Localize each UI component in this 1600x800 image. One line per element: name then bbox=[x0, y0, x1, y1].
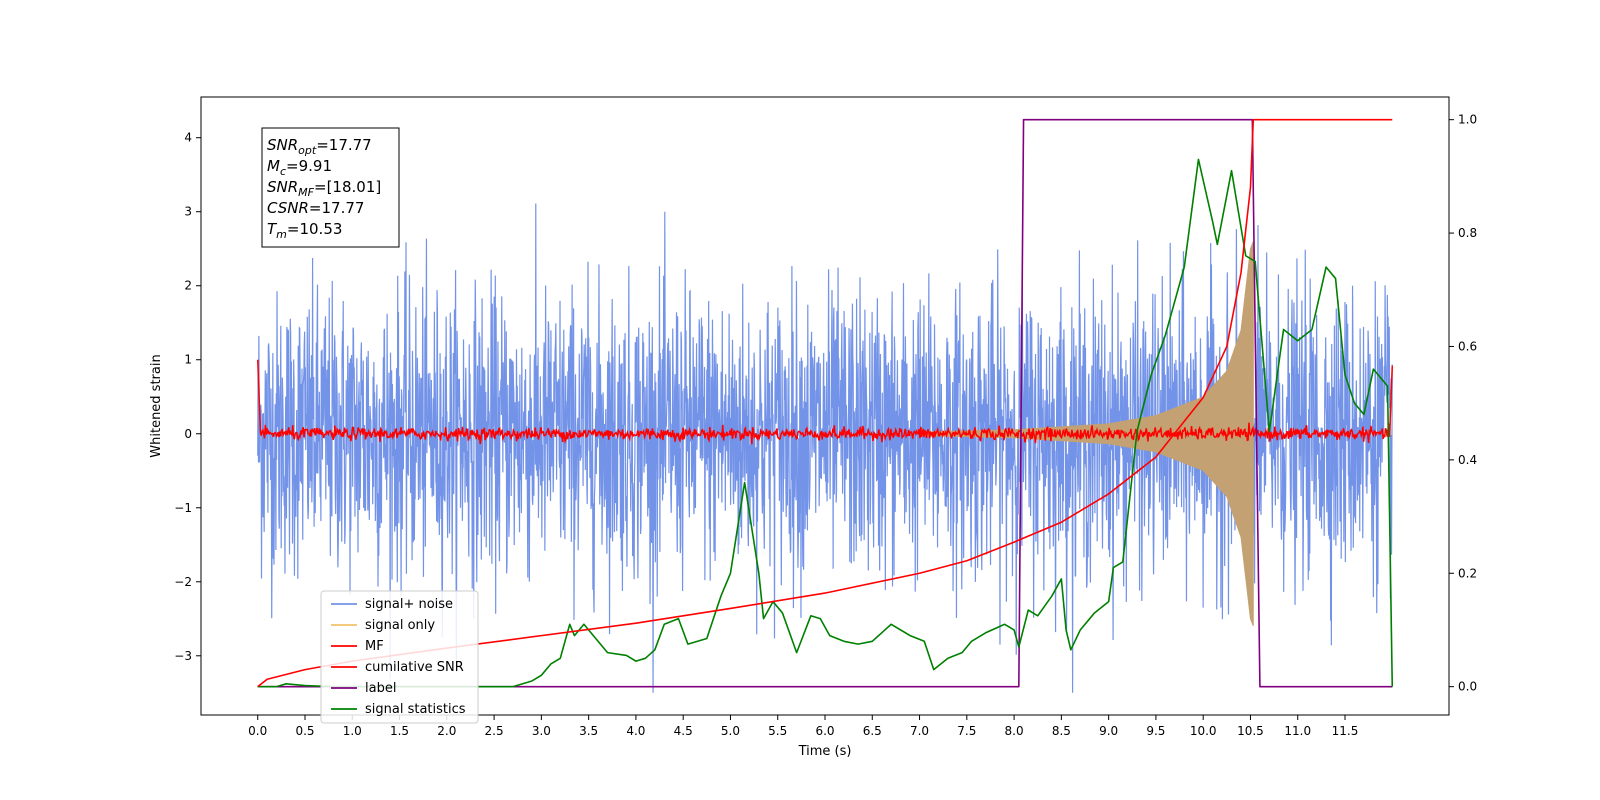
plot-area bbox=[256, 118, 1394, 693]
x-tick-label: 8.5 bbox=[1052, 724, 1071, 738]
x-tick-label: 10.0 bbox=[1190, 724, 1217, 738]
x-tick-label: 2.5 bbox=[485, 724, 504, 738]
x-tick-label: 1.0 bbox=[343, 724, 362, 738]
legend-label: label bbox=[365, 681, 396, 696]
y-tick-label-right: 1.0 bbox=[1458, 113, 1477, 127]
legend-label: MF bbox=[365, 639, 384, 654]
y-tick-label-right: 0.6 bbox=[1458, 339, 1477, 353]
y-tick-label-left: 4 bbox=[184, 131, 192, 145]
annotation-box: SNRopt=17.77Mc=9.91SNRMF=[18.01]CSNR=17.… bbox=[261, 127, 400, 248]
y-tick-label-right: 0.4 bbox=[1458, 453, 1477, 467]
y-tick-label-left: −2 bbox=[174, 575, 192, 589]
y-tick-label-left: 3 bbox=[184, 205, 192, 219]
x-tick-label: 11.0 bbox=[1284, 724, 1311, 738]
y-tick-label-left: 2 bbox=[184, 279, 192, 293]
y-tick-label-right: 0.0 bbox=[1458, 680, 1477, 694]
legend-label: signal statistics bbox=[365, 702, 466, 717]
x-tick-label: 10.5 bbox=[1237, 724, 1264, 738]
x-tick-label: 1.5 bbox=[390, 724, 409, 738]
series-label-line bbox=[257, 118, 1393, 688]
x-tick-label: 11.5 bbox=[1332, 724, 1359, 738]
x-tick-label: 8.0 bbox=[1005, 724, 1024, 738]
x-tick-label: 6.0 bbox=[815, 724, 834, 738]
x-tick-label: 4.0 bbox=[626, 724, 645, 738]
annotation-line: SNRMF=[18.01] bbox=[267, 178, 381, 199]
x-tick-label: 6.5 bbox=[863, 724, 882, 738]
x-tick-label: 3.5 bbox=[579, 724, 598, 738]
x-axis-label: Time (s) bbox=[798, 744, 852, 759]
y-tick-label-left: −3 bbox=[174, 649, 192, 663]
y-axis-label: Whitened strain bbox=[149, 354, 164, 457]
annotation-line: SNRopt=17.77 bbox=[267, 136, 372, 157]
annotation-frame bbox=[261, 127, 400, 248]
legend-frame bbox=[320, 590, 479, 724]
x-tick-label: 4.5 bbox=[674, 724, 693, 738]
series-signal-statistics-line bbox=[257, 158, 1394, 688]
y-tick-label-left: −1 bbox=[174, 501, 192, 515]
y-tick-label-right: 0.8 bbox=[1458, 226, 1477, 240]
x-tick-label: 9.5 bbox=[1146, 724, 1165, 738]
legend-label: signal+ noise bbox=[365, 597, 453, 612]
x-axis: 0.0 0.5 1.0 1.5 2.0 2.5 3.0 3.5 4.0 4.5 5.0 5.5 6.0 6… bbox=[248, 715, 1358, 738]
annotation-line: Tm=10.53 bbox=[267, 220, 342, 241]
x-tick-label: 9.0 bbox=[1099, 724, 1118, 738]
legend-label: signal only bbox=[365, 618, 435, 633]
y-axis-left: −3 −2 −1 0 1 2 3 4 bbox=[174, 131, 201, 663]
y-axis-right: 0.0 0.2 0.4 0.6 0.8 1.0 bbox=[1449, 113, 1477, 694]
y-tick-label-left: 0 bbox=[184, 427, 192, 441]
annotation-line: CSNR=17.77 bbox=[267, 199, 364, 217]
x-tick-label: 2.0 bbox=[437, 724, 456, 738]
series-signal-noise-line bbox=[257, 203, 1393, 693]
y-tick-label-left: 1 bbox=[184, 353, 192, 367]
x-tick-label: 7.0 bbox=[910, 724, 929, 738]
legend-label: cumilative SNR bbox=[365, 660, 464, 675]
x-tick-label: 0.0 bbox=[248, 724, 267, 738]
x-tick-label: 0.5 bbox=[295, 724, 314, 738]
x-tick-label: 5.0 bbox=[721, 724, 740, 738]
y-tick-label-right: 0.2 bbox=[1458, 566, 1477, 580]
x-tick-label: 5.5 bbox=[768, 724, 787, 738]
series-mf-line bbox=[256, 359, 1394, 445]
annotation-line: Mc=9.91 bbox=[267, 157, 332, 178]
legend: signal+ noise signal only MF cumilative SNR… bbox=[320, 590, 479, 724]
x-tick-label: 3.0 bbox=[532, 724, 551, 738]
x-tick-label: 7.5 bbox=[957, 724, 976, 738]
